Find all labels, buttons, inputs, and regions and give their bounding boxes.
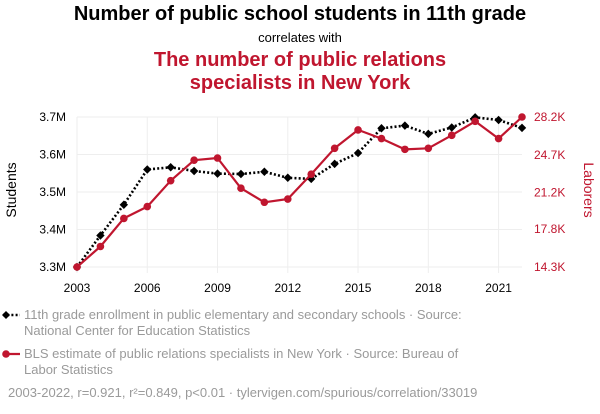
- data-point-laborers: [283, 195, 292, 203]
- x-tick-label: 2003: [64, 281, 91, 295]
- legend-marker-students: [2, 311, 10, 319]
- right-tick-label: 28.2K: [534, 110, 565, 124]
- data-point-laborers: [143, 202, 152, 211]
- chart-subtitle: correlates with: [258, 30, 342, 45]
- data-point-students: [283, 173, 292, 182]
- data-point-laborers: [307, 170, 316, 178]
- left-axis-title: Students: [3, 162, 19, 217]
- data-point-laborers: [377, 134, 386, 143]
- legend-swatch-laborers: [2, 350, 20, 358]
- data-point-students: [517, 123, 527, 133]
- right-axis-title: Laborers: [581, 162, 597, 217]
- left-tick-label: 3.5M: [39, 185, 66, 199]
- x-tick-label: 2006: [134, 281, 161, 295]
- legend-label-students-line1: 11th grade enrollment in public elementa…: [24, 307, 462, 322]
- data-point-laborers: [213, 154, 222, 162]
- x-tick-label: 2009: [204, 281, 231, 295]
- x-tick-label: 2015: [345, 281, 372, 295]
- legend-entry-students: 11th grade enrollment in public elementa…: [2, 307, 462, 338]
- series-layer: [72, 113, 527, 272]
- data-point-students: [143, 165, 152, 174]
- data-point-students: [260, 167, 269, 176]
- left-tick-label: 3.7M: [39, 110, 66, 124]
- data-point-laborers: [96, 242, 105, 251]
- data-point-students: [189, 166, 199, 176]
- grid-lines: [76, 116, 522, 273]
- right-tick-label: 21.2K: [534, 186, 565, 200]
- data-point-students: [494, 115, 503, 125]
- data-point-laborers: [166, 176, 175, 185]
- footer-stats: 2003-2022, r=0.921, r²=0.849, p<0.01 · t…: [8, 385, 477, 400]
- data-point-students: [166, 163, 175, 172]
- right-tick-label: 17.8K: [534, 222, 565, 236]
- series-line-laborers: [76, 116, 523, 268]
- data-point-laborers: [494, 134, 503, 143]
- data-point-students: [400, 121, 410, 130]
- chart-second-title-line2: specialists in New York: [190, 72, 411, 94]
- chart-title: Number of public school students in 11th…: [74, 3, 526, 25]
- data-point-students: [377, 124, 386, 133]
- data-point-laborers: [471, 117, 479, 126]
- legend-label-laborers-line2: Labor Statistics: [24, 362, 113, 377]
- x-tick-label: 2021: [485, 281, 512, 295]
- legend-marker-laborers: [2, 350, 10, 358]
- right-tick-label: 14.3K: [534, 260, 565, 274]
- axes: 3.3M 3.4M 3.5M 3.6M 3.7M 14.3K 17.8K 21.2K 24.7K…: [39, 110, 565, 295]
- x-tick-label: 2012: [274, 281, 301, 295]
- data-point-students: [119, 200, 129, 209]
- chart-second-title-line1: The number of public relations: [154, 49, 446, 71]
- data-point-students: [213, 169, 222, 178]
- legend-entry-laborers: BLS estimate of public relations special…: [2, 346, 459, 377]
- data-point-students: [96, 231, 105, 240]
- left-tick-label: 3.3M: [39, 260, 66, 274]
- data-point-laborers: [447, 131, 456, 140]
- data-point-laborers: [401, 145, 409, 154]
- data-point-students: [353, 148, 363, 158]
- data-point-students: [447, 123, 456, 132]
- legend-label-students-line2: National Center for Education Statistics: [24, 323, 251, 338]
- legend-label-laborers-line1: BLS estimate of public relations special…: [24, 346, 459, 361]
- data-point-laborers: [330, 144, 339, 153]
- x-tick-label: 2018: [415, 281, 442, 295]
- data-point-laborers: [260, 198, 269, 207]
- data-point-laborers: [424, 144, 433, 153]
- left-tick-label: 3.6M: [39, 148, 66, 162]
- series-line-students: [75, 116, 523, 268]
- data-point-laborers: [73, 263, 81, 271]
- data-point-students: [330, 159, 339, 169]
- data-point-students: [236, 169, 246, 179]
- left-tick-label: 3.4M: [39, 223, 66, 237]
- data-point-laborers: [354, 126, 362, 134]
- right-tick-label: 24.7K: [534, 148, 565, 162]
- legend-swatch-students: [2, 311, 20, 319]
- data-point-laborers: [518, 113, 526, 121]
- data-point-laborers: [190, 156, 198, 164]
- data-point-laborers: [237, 184, 245, 193]
- data-point-students: [424, 129, 433, 139]
- data-point-laborers: [120, 214, 128, 223]
